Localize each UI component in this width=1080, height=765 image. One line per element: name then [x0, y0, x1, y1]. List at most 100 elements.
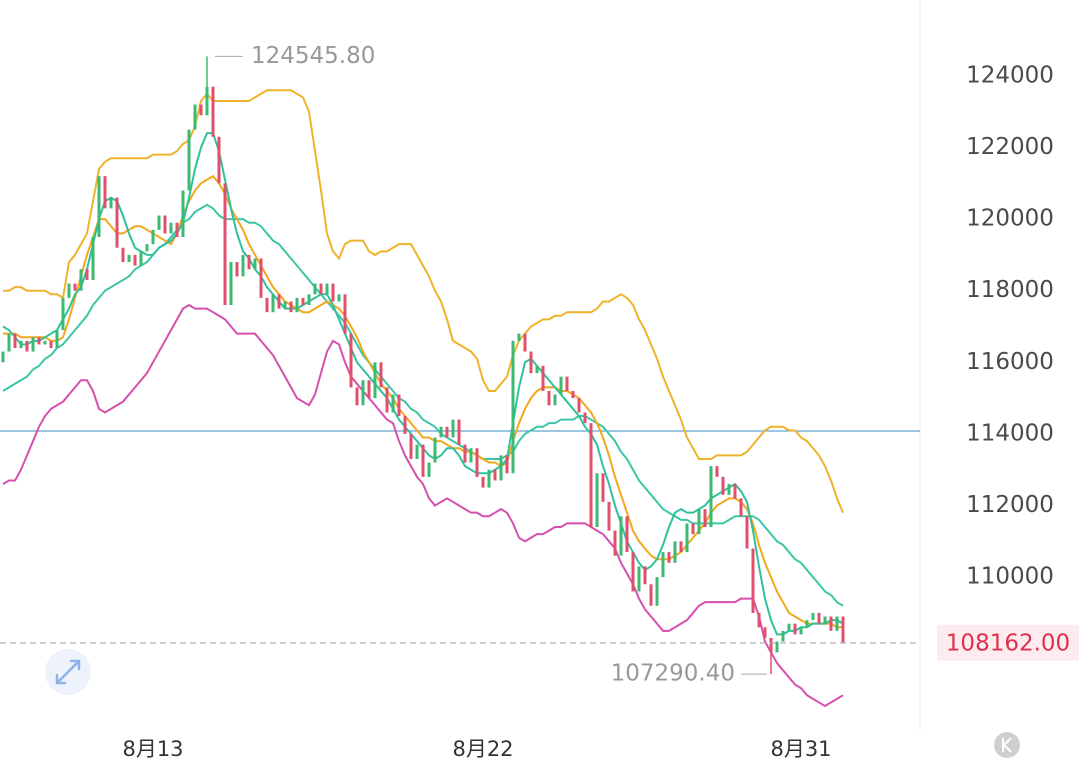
- y-tick-label: 110000: [966, 564, 1054, 590]
- candle-body: [823, 616, 827, 624]
- candle-body: [229, 262, 233, 306]
- candle-body: [775, 641, 779, 653]
- candle-body: [7, 333, 11, 352]
- candle-body: [367, 380, 371, 399]
- candle-body: [385, 387, 389, 413]
- candle-body: [373, 362, 377, 399]
- candle-body: [529, 351, 533, 374]
- candle-body: [733, 484, 737, 499]
- candle-body: [187, 129, 191, 191]
- candle-body: [547, 390, 551, 406]
- candle-body: [811, 612, 815, 621]
- candle-body: [427, 462, 431, 477]
- candle-body: [61, 297, 65, 331]
- candle-body: [613, 530, 617, 556]
- candle-body: [19, 340, 23, 348]
- candle-body: [637, 566, 641, 592]
- candle-body: [277, 294, 281, 309]
- candle-body: [235, 262, 239, 277]
- candle-body: [109, 197, 113, 209]
- y-tick-label: 124000: [966, 62, 1054, 88]
- candle-body: [313, 283, 317, 295]
- candle-body: [667, 552, 671, 563]
- candle-body: [841, 616, 845, 643]
- candle-body: [595, 473, 599, 528]
- candle-body: [817, 612, 821, 624]
- candle-body: [241, 254, 245, 277]
- candle-body: [625, 516, 629, 553]
- candle-body: [25, 340, 29, 352]
- last-price-label: 108162.00: [946, 630, 1070, 656]
- candle-body: [13, 333, 17, 348]
- candle-body: [97, 176, 101, 238]
- candle-body: [469, 448, 473, 463]
- logo-icon: [994, 732, 1020, 758]
- candle-body: [535, 365, 539, 374]
- indicator-line: [3, 89, 844, 514]
- plot-area: 124545.80 107290.40: [0, 43, 920, 708]
- candle-body: [289, 301, 293, 313]
- candle-body: [493, 469, 497, 481]
- candle-body: [439, 426, 443, 438]
- candle-body: [79, 269, 83, 291]
- indicator-line: [2, 203, 844, 607]
- candle-body: [787, 623, 791, 631]
- candle-body: [403, 416, 407, 434]
- indicator-line: [3, 174, 843, 629]
- candle-body: [541, 365, 545, 391]
- candle-body: [745, 516, 749, 549]
- candle-body: [55, 330, 59, 348]
- candle-body: [799, 627, 803, 635]
- candle-body: [121, 247, 125, 263]
- candle-body: [247, 254, 251, 270]
- logo-mark: [1002, 737, 1012, 753]
- candle-body: [697, 509, 701, 535]
- indicator-line: [2, 303, 844, 708]
- candle-body: [643, 566, 647, 585]
- expand-icon[interactable]: [55, 659, 81, 685]
- candle-body: [379, 362, 383, 388]
- candle-body: [127, 254, 131, 263]
- candle-body: [685, 523, 689, 553]
- x-tick-label: 8月31: [770, 737, 831, 761]
- candle-body: [163, 215, 167, 234]
- candle-body: [301, 297, 305, 306]
- candle-body: [739, 498, 743, 517]
- candle-body: [211, 86, 215, 137]
- candle-body: [727, 484, 731, 495]
- x-tick-label: 8月22: [452, 737, 513, 761]
- candle-body: [391, 394, 395, 413]
- candle-body: [85, 269, 89, 280]
- candle-body: [205, 86, 209, 116]
- y-tick-label: 112000: [966, 492, 1054, 518]
- candle-body: [829, 616, 833, 631]
- candle-body: [409, 433, 413, 459]
- expand-button[interactable]: [45, 649, 91, 695]
- candle-body: [157, 215, 161, 230]
- candle-body: [307, 294, 311, 306]
- candle-body: [769, 637, 773, 653]
- candle-body: [271, 294, 275, 313]
- candle-body: [673, 541, 677, 563]
- candle-body: [793, 623, 797, 635]
- candle-body: [1, 351, 5, 363]
- candle-body: [499, 455, 503, 481]
- candle-body: [319, 283, 323, 295]
- candle-body: [691, 523, 695, 535]
- candle-body: [565, 376, 569, 391]
- candle-body: [181, 190, 185, 238]
- candle-body: [199, 104, 203, 116]
- candle-body: [559, 376, 563, 395]
- candle-body: [553, 394, 557, 406]
- candle-body: [145, 244, 149, 252]
- candle-body: [223, 183, 227, 306]
- candle-body: [349, 333, 353, 388]
- candle-body: [217, 136, 221, 184]
- candle-body: [463, 444, 467, 463]
- logo-bg: [994, 732, 1020, 758]
- candle-body: [265, 297, 269, 313]
- candle-body: [631, 552, 635, 592]
- candle-body: [343, 294, 347, 334]
- candle-body: [295, 297, 299, 313]
